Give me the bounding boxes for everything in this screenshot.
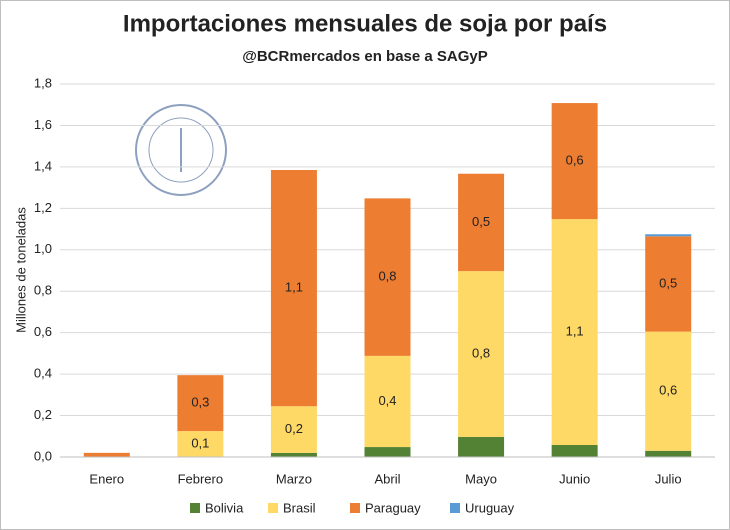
y-tick-label: 0,8 [34,283,52,298]
y-tick-label: 0,0 [34,448,52,463]
value-label: 1,1 [566,323,584,338]
y-tick-label: 1,6 [34,117,52,132]
bar-segment [270,406,317,453]
bar-segment [83,452,130,457]
x-tick-label: Mayo [465,471,497,486]
value-label: 0,4 [378,393,396,408]
value-label: 0,6 [566,153,584,168]
y-tick-label: 0,2 [34,407,52,422]
bar-segment [177,375,224,432]
x-tick-label: Febrero [178,471,224,486]
bar-segment [551,219,598,445]
y-tick-label: 1,0 [34,241,52,256]
value-label: 0,1 [191,435,209,450]
value-label: 0,8 [378,269,396,284]
value-label: 0,2 [285,421,303,436]
bar-segment [458,173,505,272]
bar-segment [364,447,411,457]
y-tick-label: 1,8 [34,75,52,90]
legend-label: Paraguay [365,500,421,515]
x-tick-label: Julio [655,471,682,486]
bar-segment [177,431,224,457]
y-axis-title: Millones de toneladas [13,207,28,333]
bar-segment [645,331,692,451]
logo [135,104,227,196]
x-tick-label: Enero [89,471,124,486]
bar-segment [645,450,692,457]
bar-segment [364,355,411,448]
bar-segment [270,169,317,407]
y-tick-label: 1,4 [34,158,52,173]
logo-ring [135,104,227,196]
legend-swatch [350,503,360,513]
bar-segment [551,103,598,220]
legend-label: Uruguay [465,500,515,515]
bar-segment [270,452,317,457]
value-label: 0,6 [659,383,677,398]
chart-subtitle: @BCRmercados en base a SAGyP [242,48,488,65]
legend-label: Bolivia [205,500,244,515]
value-label: 0,5 [659,275,677,290]
value-label: 0,5 [472,214,490,229]
y-tick-label: 0,6 [34,324,52,339]
x-tick-label: Marzo [276,471,312,486]
value-label: 0,3 [191,395,209,410]
chart-title: Importaciones mensuales de soja por país [123,10,607,37]
bar-segment [458,271,505,437]
x-tick-label: Abril [374,471,400,486]
legend-label: Brasil [283,500,316,515]
y-tick-label: 1,2 [34,200,52,215]
x-tick-label: Junio [559,471,590,486]
bar-segment [645,234,692,237]
value-label: 0,8 [472,345,490,360]
value-label: 1,1 [285,280,303,295]
legend-swatch [268,503,278,513]
bar-segment [645,236,692,332]
bar-segment [551,444,598,457]
legend-swatch [450,503,460,513]
logo-inner [148,117,214,183]
bar-segment [364,198,411,356]
legend-swatch [190,503,200,513]
y-tick-label: 0,4 [34,366,52,381]
bar-segment [458,436,505,457]
